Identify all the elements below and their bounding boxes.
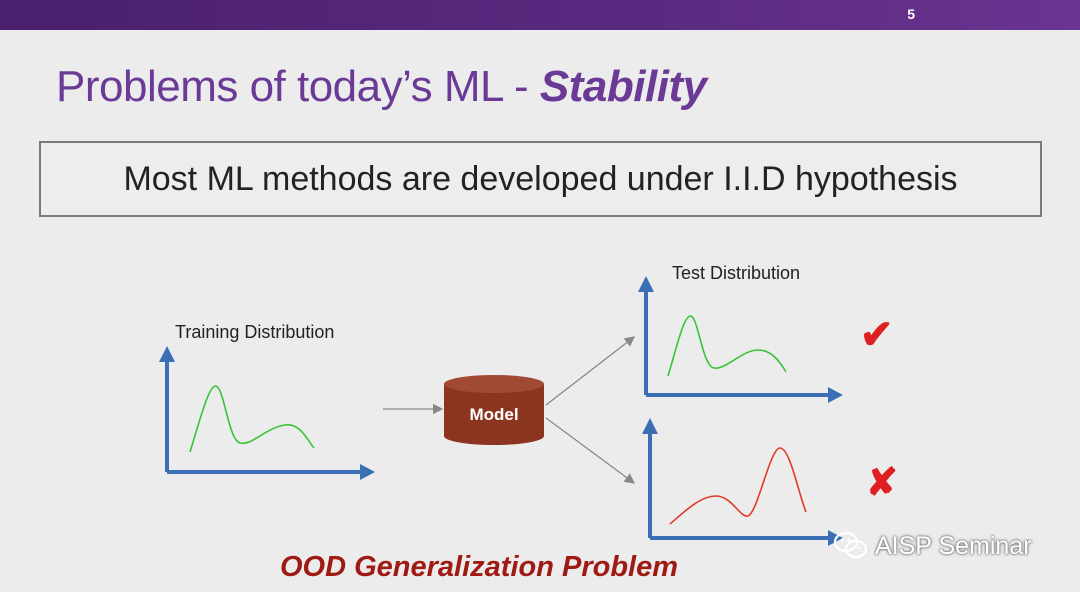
training-curve bbox=[189, 385, 315, 453]
hypothesis-text: Most ML methods are developed under I.I.… bbox=[123, 159, 958, 198]
hypothesis-box: Most ML methods are developed under I.I.… bbox=[39, 141, 1042, 217]
watermark: AISP Seminar bbox=[833, 530, 1032, 562]
test-curve-good bbox=[667, 315, 787, 377]
training-axes bbox=[165, 352, 365, 474]
slide-title: Problems of today’s ML - Stability bbox=[56, 62, 707, 112]
model-label: Model bbox=[469, 405, 519, 424]
arrow-to-test bbox=[545, 336, 636, 406]
title-emphasis: Stability bbox=[539, 62, 707, 111]
shift-axis-arrowheads bbox=[642, 418, 843, 546]
model-cylinder bbox=[444, 375, 544, 445]
wechat-icon bbox=[833, 531, 868, 559]
fail-cross-icon: ✘ bbox=[866, 462, 898, 504]
success-check-icon: ✔ bbox=[860, 313, 894, 357]
watermark-text: AISP Seminar bbox=[875, 531, 1032, 560]
arrow-to-shift bbox=[545, 417, 636, 484]
test-axis-arrowheads bbox=[638, 276, 843, 403]
header-bar: 5 bbox=[0, 0, 1080, 30]
shift-axes bbox=[648, 430, 832, 540]
training-distribution-label: Training Distribution bbox=[175, 322, 335, 342]
test-distribution-label: Test Distribution bbox=[672, 263, 801, 283]
test-axes bbox=[644, 288, 832, 397]
page-number: 5 bbox=[907, 6, 915, 22]
training-axis-arrowheads bbox=[159, 346, 375, 480]
test-curve-bad bbox=[669, 447, 807, 525]
title-prefix: Problems of today’s ML - bbox=[56, 62, 540, 111]
footer-caption: OOD Generalization Problem bbox=[280, 551, 679, 583]
